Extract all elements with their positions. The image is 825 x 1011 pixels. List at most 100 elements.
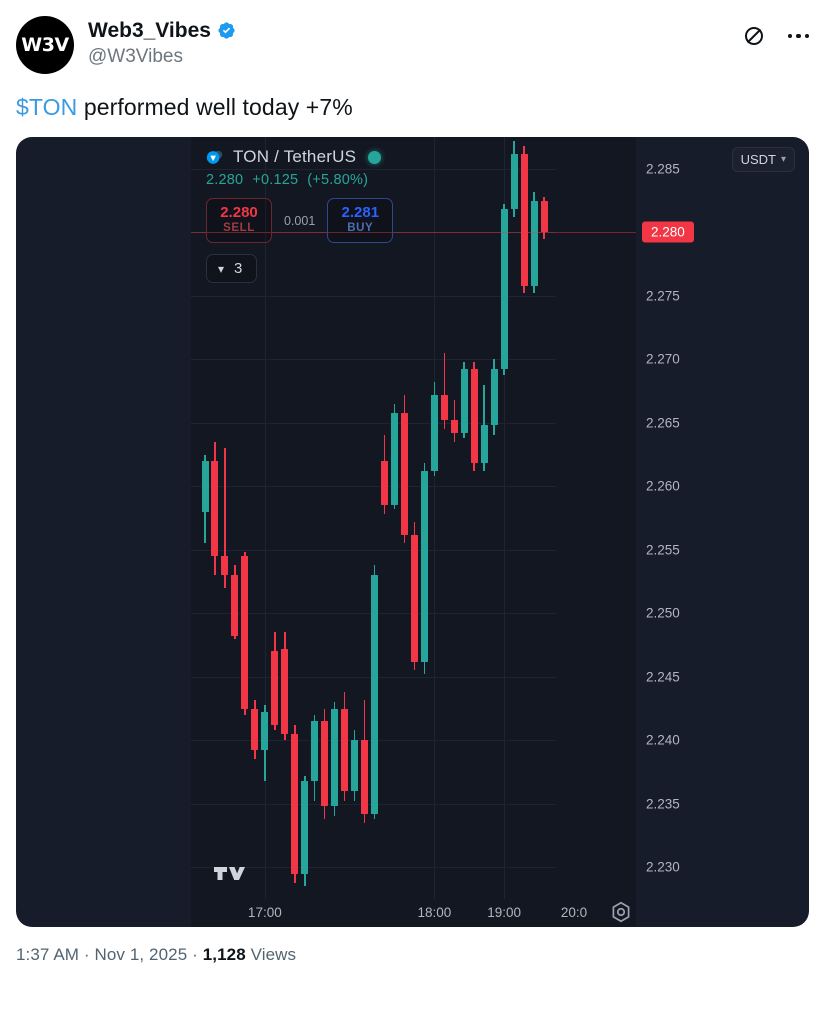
candle-body [420, 471, 428, 662]
candle-body [440, 394, 448, 421]
header-actions [742, 16, 809, 48]
gridline-vertical [504, 137, 506, 900]
time-axis[interactable]: 17:00 18:00 19:00 20:0 [191, 899, 809, 927]
more-options-icon[interactable] [787, 33, 809, 39]
price-tick-label: 2.260 [646, 478, 680, 494]
gridline-horizontal [191, 295, 556, 297]
candle-body [400, 412, 408, 535]
currency-unit-label: USDT [740, 152, 776, 168]
candle-body [261, 712, 269, 751]
symbol-row: TON / TetherUS [206, 147, 393, 167]
chevron-down-icon[interactable]: ▾ [218, 261, 225, 276]
current-price-badge: 2.280 [642, 221, 694, 243]
last-price: 2.280 [206, 172, 244, 189]
time-tick-label: 17:00 [247, 905, 282, 921]
chevron-down-icon: ▾ [780, 154, 786, 166]
candle-body [410, 534, 418, 662]
candle-body [470, 369, 478, 464]
display-name-row: Web3_Vibes [88, 18, 742, 43]
change-absolute: +0.125 [252, 172, 299, 189]
change-percent: (+5.80%) [307, 172, 369, 189]
price-tick-label: 2.235 [646, 796, 680, 812]
price-tick-label: 2.270 [646, 351, 680, 367]
candlestick-plot[interactable] [191, 137, 556, 900]
tweet-footer: 1:37 AM · Nov 1, 2025 · 1,128 Views [16, 945, 809, 965]
quote-row: 2.280 SELL 0.001 2.281 BUY [206, 198, 394, 244]
candle-body [480, 425, 488, 464]
price-tick-label: 2.265 [646, 415, 680, 431]
sell-label: SELL [223, 222, 255, 235]
candle-body [311, 721, 319, 781]
candle-wick [443, 352, 446, 430]
candle-body [500, 209, 508, 370]
chart-settings-icon[interactable] [608, 899, 634, 925]
price-change-row: 2.280 +0.125 (+5.80%) [206, 172, 393, 188]
display-name[interactable]: Web3_Vibes [88, 19, 211, 42]
sell-price: 2.280 [220, 204, 258, 222]
candle-wick [224, 448, 226, 588]
candle-body [351, 740, 359, 792]
gridline-horizontal [191, 867, 556, 869]
verified-badge-icon [218, 22, 235, 39]
candle-body [381, 460, 388, 506]
gridline-horizontal [191, 232, 556, 234]
avatar[interactable]: W3V [16, 16, 74, 74]
candle-body [460, 369, 468, 433]
spread-value: 0.001 [284, 213, 316, 228]
post-date: Nov 1, 2025 [94, 945, 188, 965]
price-tick-label: 2.240 [646, 732, 680, 748]
candle-body [241, 556, 249, 709]
gridline-horizontal [191, 359, 556, 361]
gridline-horizontal [191, 549, 556, 551]
candle-body [430, 394, 438, 472]
tweet-container: W3V Web3_Vibes @W3Vibes $TON performed w… [16, 16, 809, 965]
candle-body [510, 153, 518, 210]
current-price-line [191, 232, 636, 234]
tweet-text-rest: performed well today +7% [77, 94, 353, 120]
grok-slashed-circle-icon[interactable] [742, 24, 766, 48]
candle-body [201, 460, 209, 512]
gridline-vertical [264, 137, 266, 900]
post-time: 1:37 AM [16, 945, 80, 965]
gridline-horizontal [191, 486, 556, 488]
price-tick-label: 2.230 [646, 859, 680, 875]
views-label: Views [245, 945, 297, 965]
gridline-horizontal [191, 168, 556, 170]
candle-body [211, 460, 219, 557]
tradingview-logo [214, 867, 245, 881]
candle-body [281, 648, 289, 734]
price-tick-label: 2.275 [646, 288, 680, 304]
author-names: Web3_Vibes @W3Vibes [88, 16, 742, 70]
candle-body [331, 708, 339, 807]
price-tick-label: 2.285 [646, 161, 680, 177]
cashtag-link[interactable]: $TON [16, 94, 78, 120]
candle-body [490, 369, 498, 426]
handle[interactable]: @W3Vibes [88, 46, 183, 68]
price-tick-label: 2.250 [646, 605, 680, 621]
candle-body [371, 575, 379, 814]
currency-unit-select[interactable]: USDT ▾ [731, 147, 795, 173]
candle-body [450, 420, 458, 433]
sell-button[interactable]: 2.280 SELL [206, 198, 272, 244]
buy-button[interactable]: 2.281 BUY [327, 198, 394, 244]
candle-body [291, 733, 299, 874]
symbol-name[interactable]: TON / TetherUS [233, 147, 357, 167]
candle-body [301, 780, 309, 874]
quantity-stepper[interactable]: ▾ 3 [206, 254, 258, 284]
candle-body [271, 651, 279, 726]
price-axis[interactable]: 2.285 2.275 2.270 2.265 2.260 2.255 2.250 2.245… [636, 137, 736, 927]
footer-sep-2: · [187, 945, 203, 965]
time-tick-label: 20:0 [560, 905, 588, 921]
chart-card[interactable]: 2.285 2.275 2.270 2.265 2.260 2.255 2.250 2.245… [16, 137, 809, 928]
candle-body [390, 412, 398, 506]
chart-legend: TON / TetherUS 2.280 +0.125 (+5.80%) 2.2… [206, 147, 394, 284]
buy-label: BUY [347, 222, 374, 235]
candle-body [361, 740, 369, 814]
candle-body [251, 708, 259, 751]
avatar-initials: W3V [21, 33, 69, 56]
market-open-indicator [368, 150, 382, 164]
candle-body [231, 575, 239, 637]
footer-sep-1: · [79, 945, 95, 965]
candle-body [530, 200, 538, 286]
price-tick-label: 2.245 [646, 669, 680, 685]
